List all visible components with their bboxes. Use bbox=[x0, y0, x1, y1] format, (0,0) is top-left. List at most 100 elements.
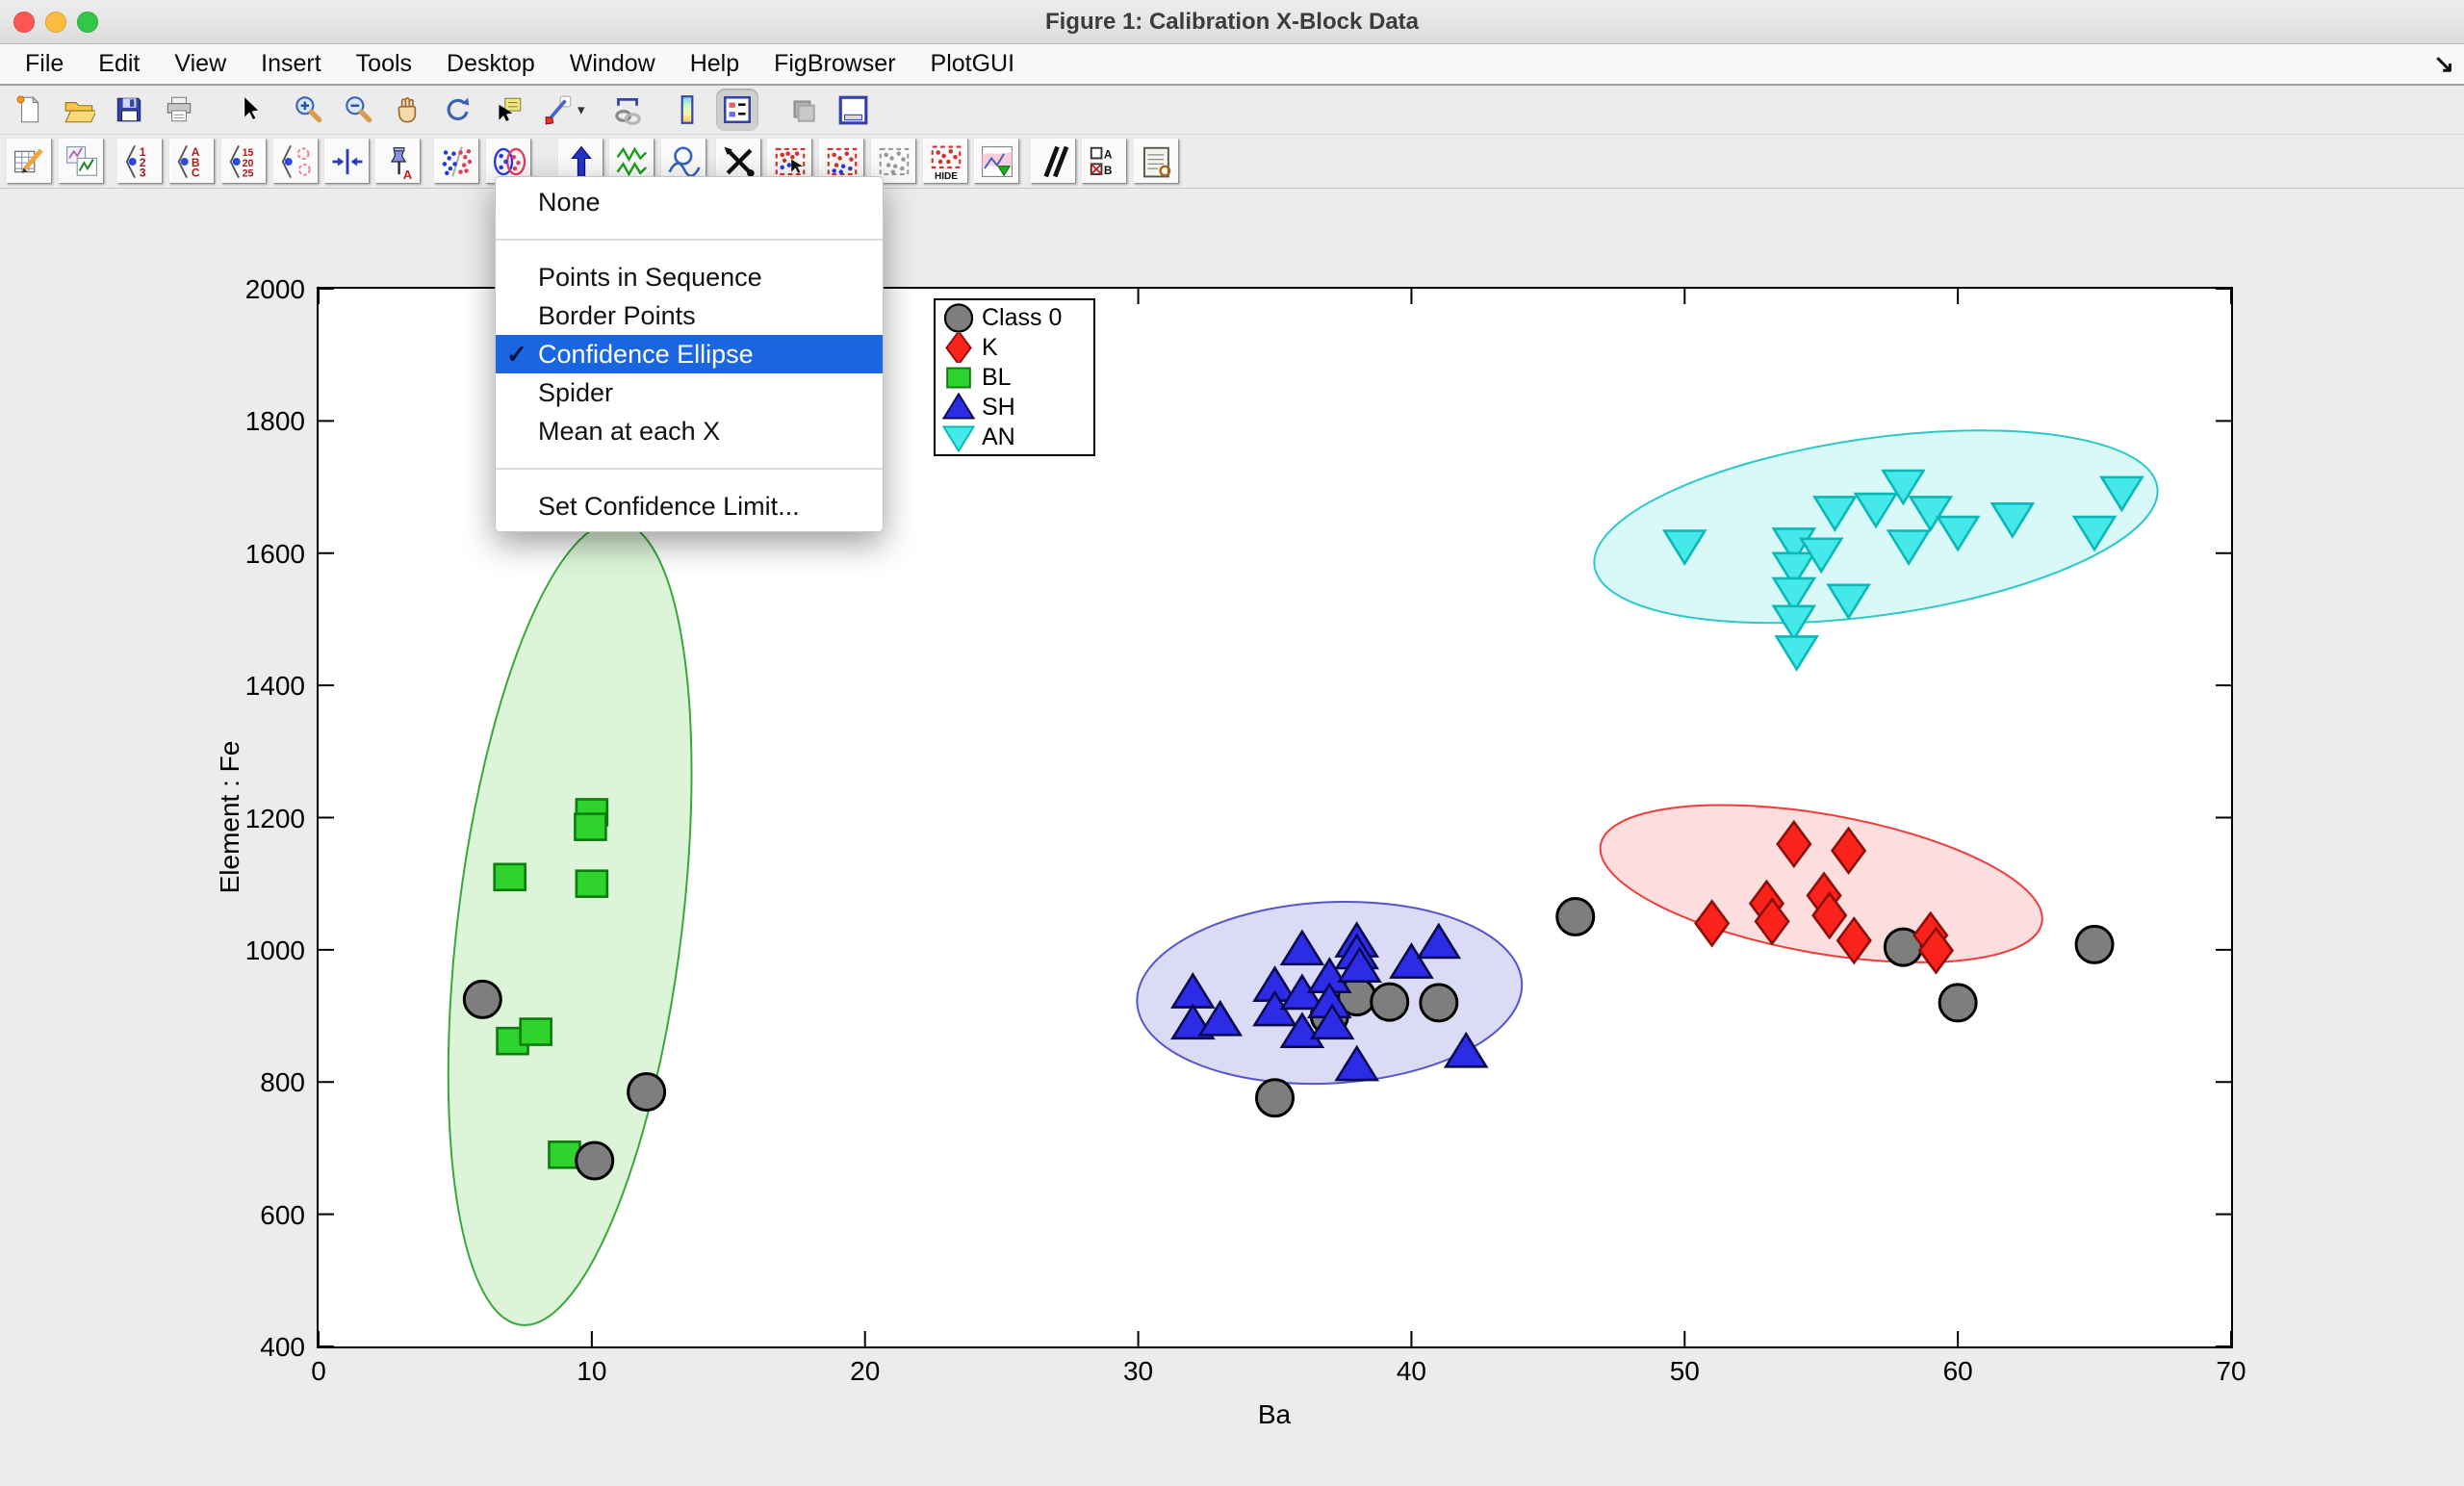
data-cursor-icon bbox=[499, 97, 522, 121]
pin-label-icon: A bbox=[390, 146, 412, 180]
dock-figure-button[interactable] bbox=[832, 89, 874, 131]
menubar-item-plotgui[interactable]: PlotGUI bbox=[930, 50, 1015, 77]
insert-colorbar-button[interactable] bbox=[666, 89, 708, 131]
plot-area bbox=[318, 288, 2232, 1347]
brush-dropdown-caret[interactable]: ▾ bbox=[578, 102, 585, 118]
close-window-button[interactable] bbox=[13, 12, 35, 33]
y-tick-label: 2000 bbox=[244, 274, 305, 304]
y-tick-label: 800 bbox=[260, 1067, 305, 1098]
pin-label-button[interactable]: A bbox=[375, 139, 421, 184]
hide-selection-icon: HIDE bbox=[931, 144, 961, 180]
confidence-ellipse-icon bbox=[493, 147, 526, 175]
label-classes-button[interactable] bbox=[273, 139, 319, 184]
green-signals-icon bbox=[616, 146, 647, 177]
insert-legend-icon bbox=[723, 95, 752, 124]
menubar-item-tools[interactable]: Tools bbox=[355, 50, 413, 77]
split-scatter-button[interactable] bbox=[434, 139, 479, 184]
edit-pointer-button[interactable] bbox=[227, 89, 270, 131]
svg-text:A: A bbox=[1103, 147, 1112, 161]
svg-text:HIDE: HIDE bbox=[934, 170, 957, 179]
confidence-ellipse-BL bbox=[447, 520, 693, 1326]
brush-button[interactable] bbox=[537, 89, 579, 131]
zoom-in-button[interactable] bbox=[287, 89, 329, 131]
figure-canvas: Ba Element : Fe Class 0 K BL SH AN 0 10 20 30 40… bbox=[0, 189, 2464, 1486]
insert-legend-button[interactable] bbox=[716, 89, 758, 131]
new-file-icon bbox=[16, 95, 39, 123]
x-tick-label: 60 bbox=[1942, 1356, 1973, 1386]
x-tick-label: 70 bbox=[2216, 1356, 2246, 1386]
menubar-overflow-icon[interactable]: ↘ bbox=[2433, 49, 2454, 78]
save-icon bbox=[116, 97, 141, 122]
zoom-out-button[interactable] bbox=[337, 89, 379, 131]
zoom-window-button[interactable] bbox=[77, 12, 98, 33]
svg-text:2: 2 bbox=[139, 155, 145, 168]
save-button[interactable] bbox=[108, 89, 150, 131]
robust-plot-button[interactable] bbox=[974, 139, 1019, 184]
menubar-item-file[interactable]: File bbox=[25, 50, 64, 77]
menu-item-none[interactable]: None bbox=[496, 183, 883, 221]
link-plot-icon bbox=[615, 97, 641, 125]
brush-icon bbox=[545, 95, 572, 125]
svg-text:20: 20 bbox=[242, 157, 253, 168]
pan-hand-button[interactable] bbox=[387, 89, 429, 131]
link-plot-button[interactable] bbox=[606, 89, 649, 131]
menu-separator bbox=[496, 239, 883, 241]
x-tick-label: 30 bbox=[1122, 1356, 1154, 1386]
legend-entry-class-0: Class 0 bbox=[936, 303, 1093, 333]
minimize-window-button[interactable] bbox=[45, 12, 66, 33]
compress-axes-button[interactable] bbox=[324, 139, 370, 184]
duplicate-plot-button[interactable] bbox=[59, 139, 104, 184]
square-legend-marker-icon bbox=[936, 363, 982, 393]
edit-data-button[interactable] bbox=[7, 139, 52, 184]
data-cursor-button[interactable] bbox=[487, 89, 529, 131]
open-folder-button[interactable] bbox=[58, 89, 100, 131]
menu-item-label: Confidence Ellipse bbox=[538, 340, 754, 369]
hide-plot-tools-button[interactable] bbox=[782, 89, 824, 131]
legend-entry-label: AN bbox=[982, 423, 1015, 450]
hide-plot-tools-icon bbox=[793, 100, 815, 122]
menu-item-border-points[interactable]: Border Points bbox=[496, 296, 883, 335]
menubar-items: File Edit View Insert Tools Desktop Window Help… bbox=[0, 50, 1032, 77]
menubar-item-edit[interactable]: Edit bbox=[98, 50, 141, 77]
x-tick-label: 0 bbox=[311, 1356, 326, 1386]
legend-entry-label: BL bbox=[982, 364, 1012, 391]
svg-text:B: B bbox=[191, 155, 199, 168]
insert-colorbar-icon bbox=[680, 95, 694, 124]
menu-item-confidence-ellipse[interactable]: ✓ Confidence Ellipse bbox=[496, 335, 883, 373]
menu-item-mean-at-each-x[interactable]: Mean at each X bbox=[496, 412, 883, 450]
q-limit-icon bbox=[667, 145, 701, 177]
menubar-item-view[interactable]: View bbox=[174, 50, 227, 77]
select-red-icon bbox=[775, 147, 805, 175]
split-scatter-icon bbox=[442, 145, 472, 177]
robust-plot-icon bbox=[981, 145, 1013, 177]
menu-item-spider[interactable]: Spider bbox=[496, 373, 883, 412]
hide-selection-button[interactable]: HIDE bbox=[923, 139, 968, 184]
menubar-item-window[interactable]: Window bbox=[569, 50, 655, 77]
slash-lines-icon bbox=[1042, 145, 1068, 177]
open-folder-icon bbox=[64, 102, 95, 123]
label-text-icon: ABC bbox=[177, 144, 199, 179]
label-values-button[interactable]: 15 20 25 bbox=[221, 139, 267, 184]
triangle-down-legend-marker-icon bbox=[936, 423, 982, 453]
title-bar: Figure 1: Calibration X-Block Data bbox=[0, 0, 2464, 44]
series-BL bbox=[493, 798, 609, 1169]
menubar-item-figbrowser[interactable]: FigBrowser bbox=[774, 50, 896, 77]
menubar-item-insert[interactable]: Insert bbox=[261, 50, 321, 77]
print-button[interactable] bbox=[158, 89, 200, 131]
scatter-plot bbox=[318, 288, 2232, 1351]
new-file-button[interactable] bbox=[8, 89, 50, 131]
report-list-button[interactable] bbox=[1134, 139, 1179, 184]
legend-box[interactable]: Class 0 K BL SH AN bbox=[934, 298, 1095, 456]
menubar-item-help[interactable]: Help bbox=[689, 50, 740, 77]
y-tick-label: 1000 bbox=[244, 935, 305, 965]
duplicate-plot-icon bbox=[65, 145, 97, 176]
menu-item-points-in-sequence[interactable]: Points in Sequence bbox=[496, 258, 883, 296]
menubar-item-desktop[interactable]: Desktop bbox=[447, 50, 535, 77]
slash-lines-button[interactable] bbox=[1031, 139, 1076, 184]
rotate-3d-button[interactable] bbox=[437, 89, 479, 131]
window-title: Figure 1: Calibration X-Block Data bbox=[1044, 9, 1420, 35]
menu-item-set-confidence-limit[interactable]: Set Confidence Limit... bbox=[496, 487, 883, 525]
